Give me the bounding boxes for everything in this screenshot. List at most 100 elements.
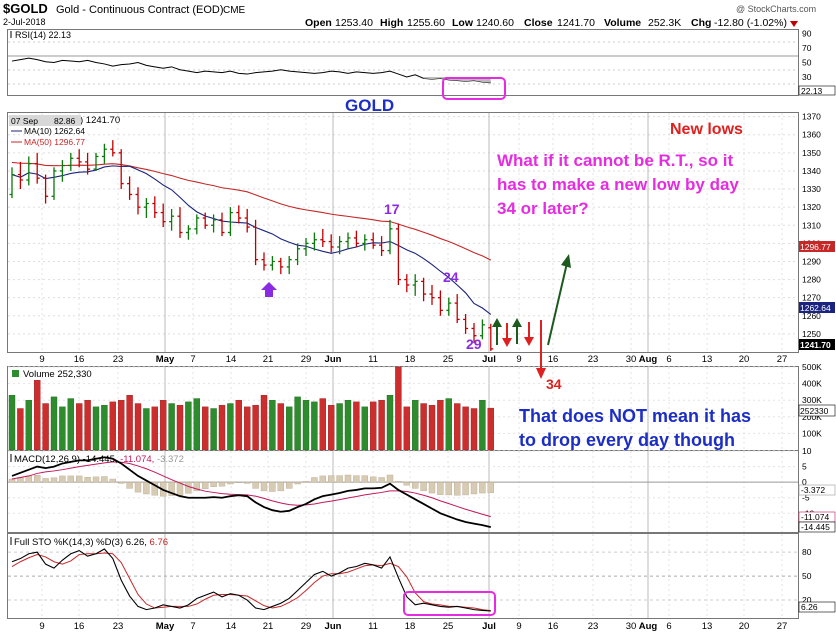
macd-hist-bar <box>269 481 276 492</box>
macd-hist-bar <box>168 481 175 496</box>
macd-hist-tag-text: -3.372 <box>801 485 825 495</box>
macd-hist-bar <box>328 475 335 483</box>
sto-tick-label: 20 <box>802 595 812 605</box>
volume-bar <box>117 400 125 451</box>
volume-ticks: 500K 400K 300K 200K 100K <box>802 362 822 438</box>
chart-header: $GOLD Gold - Continuous Contract (EOD) C… <box>3 1 816 29</box>
volume-bar <box>428 404 436 451</box>
sto-label-d: 6.76 <box>150 537 169 548</box>
macd-hist-tag <box>798 484 836 496</box>
macd-signal-tag-text: -11.074 <box>801 512 829 522</box>
volume-bar <box>328 404 335 451</box>
price-tick-label: 1370 <box>802 112 821 122</box>
x-tick-label: 13 <box>702 354 713 365</box>
green-up-arrow-icon <box>492 318 502 345</box>
x-tick-label: 16 <box>74 621 85 632</box>
volume-bar <box>42 403 49 451</box>
macd-hist-bar <box>428 481 436 494</box>
x-tick-label: 6 <box>666 354 671 365</box>
volume-bar <box>470 408 478 451</box>
purple-up-arrow-icon <box>261 282 277 297</box>
macd-hist-bar <box>386 474 394 483</box>
price-tick-label: 1320 <box>802 202 821 212</box>
date-tag-value: 82.86 <box>54 116 76 126</box>
chg-value: -12.80 (-1.02%) <box>714 17 787 29</box>
volume-bar <box>437 400 444 451</box>
volume-bar <box>370 401 377 451</box>
x-tick-label: 23 <box>113 354 124 365</box>
instrument-name: Gold - Continuous Contract (EOD) <box>56 4 224 16</box>
volume-bar <box>151 406 159 451</box>
macd-hist-bar <box>126 481 133 489</box>
rsi-tick-label: 70 <box>802 43 812 53</box>
date-tag-date: 07 Sep <box>11 116 38 126</box>
volume-bar <box>134 403 142 451</box>
volume-bar <box>201 406 209 451</box>
x-tick-label: 18 <box>405 354 416 365</box>
macd-hist-bar <box>319 475 326 483</box>
volume-bar <box>235 400 243 451</box>
macd-hist-bar <box>101 476 108 483</box>
x-tick-label: May <box>156 354 175 365</box>
volume-bar <box>109 401 117 451</box>
chg-label: Chg <box>691 17 711 29</box>
volume-bar <box>126 395 133 451</box>
volume-bar <box>403 406 410 451</box>
macd-label-main: MACD(12,26,9) -14.445, <box>14 454 118 465</box>
close-label: Close <box>524 17 553 29</box>
x-tick-label: 11 <box>368 354 378 365</box>
x-tick-label: 16 <box>548 354 559 365</box>
sto-k-line <box>11 548 491 612</box>
price-tick-label: 1340 <box>802 166 821 176</box>
macd-hist-bar <box>235 481 243 483</box>
what-if-line-1: What if it cannot be R.T., so it <box>497 151 733 170</box>
sto-tick-label: 50 <box>802 571 812 581</box>
macd-hist-bar <box>75 475 83 483</box>
volume-label: Volume <box>604 17 641 29</box>
x-tick-label: 14 <box>226 354 237 365</box>
volume-bar <box>159 400 167 451</box>
x-tick-label: Aug <box>639 354 658 365</box>
volume-tick-label: 400K <box>802 379 822 389</box>
sto-ticks: 80 50 20 <box>802 547 812 605</box>
rsi-line <box>11 57 491 84</box>
sto-value-tag <box>798 601 836 613</box>
sto-panel <box>7 533 799 619</box>
volume-bar <box>294 396 301 451</box>
macd-hist-bar <box>395 481 402 483</box>
ma10-label: MA(10) 1262.64 <box>24 126 85 136</box>
macd-hist-bar <box>243 481 251 484</box>
macd-hist-bar <box>487 481 494 493</box>
x-tick-label: Jul <box>482 354 496 365</box>
macd-hist-bar <box>361 475 368 483</box>
watermark: @ StockCharts.com <box>736 4 816 14</box>
volume-bar <box>386 395 394 451</box>
price-panel <box>7 112 799 353</box>
macd-hist-bar <box>302 481 310 483</box>
price-tick-label: 1260 <box>802 311 821 321</box>
macd-tick-label: -5 <box>802 493 810 503</box>
macd-hist-bar <box>437 481 444 495</box>
macd-label-signal: -11.074, <box>120 454 154 465</box>
price-grid <box>8 113 798 352</box>
price-tick-label: 1250 <box>802 329 821 339</box>
x-tick-label: Jun <box>325 621 342 632</box>
macd-hist-bar <box>218 481 226 487</box>
volume-tick-label: 200K <box>802 412 822 422</box>
x-tick-label: 23 <box>588 354 599 365</box>
macd-hist-bar <box>59 475 66 483</box>
macd-hist-bar <box>353 475 360 483</box>
volume-bar <box>344 400 352 451</box>
high-value: 1255.60 <box>407 17 445 29</box>
x-tick-label: 25 <box>443 621 454 632</box>
x-tick-label: 7 <box>190 354 195 365</box>
volume-bar <box>185 401 192 451</box>
rsi-tick-label: 90 <box>802 29 812 39</box>
chg-down-arrow-icon <box>790 21 798 27</box>
x-tick-label: 11 <box>368 621 378 632</box>
macd-hist-bar <box>294 481 301 485</box>
green-long-up-arrow-icon <box>547 254 571 346</box>
rsi-tick-label: 50 <box>802 58 812 68</box>
volume-bar <box>277 403 284 451</box>
